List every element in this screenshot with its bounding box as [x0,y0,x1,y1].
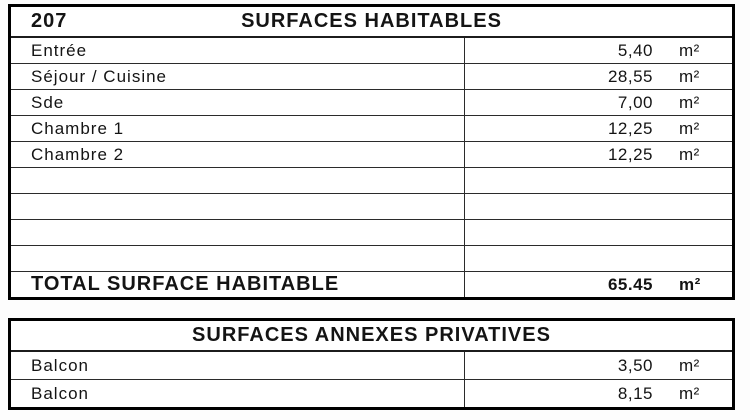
area-value: 5,40 [617,40,653,60]
table-row: Séjour / Cuisine 28,55 m² [11,64,732,90]
room-label: Chambre 1 [11,116,465,141]
table-body: Entrée 5,40 m² Séjour / Cuisine 28,55 m²… [11,38,732,297]
table-row: Entrée 5,40 m² [11,38,732,64]
area-value: 3,50 [617,355,653,375]
table-row-empty [11,168,732,194]
table-row-empty [11,220,732,246]
area-value-cell: 12,25 m² [465,116,732,141]
area-unit: m² [679,355,700,375]
area-value: 12,25 [607,118,653,138]
total-unit: m² [679,274,701,294]
table-row: Balcon 3,50 m² [11,352,732,380]
total-value: 65.45 [607,274,653,294]
total-row: TOTAL SURFACE HABITABLE 65.45 m² [11,272,732,297]
area-value-cell: 12,25 m² [465,142,732,167]
table-row: Balcon 8,15 m² [11,380,732,407]
room-label: Entrée [11,38,465,63]
unit-number: 207 [31,10,68,32]
area-value-cell [465,194,732,219]
room-label [11,246,465,271]
table-row-empty [11,194,732,220]
room-label: Balcon [11,352,465,379]
total-label: TOTAL SURFACE HABITABLE [11,272,465,297]
table-row: Chambre 1 12,25 m² [11,116,732,142]
table-body: Balcon 3,50 m² Balcon 8,15 m² [11,352,732,407]
area-value-cell: 3,50 m² [465,352,732,379]
surfaces-habitables-table: 207 SURFACES HABITABLES Entrée 5,40 m² S… [8,4,735,300]
table-title: SURFACES ANNEXES PRIVATIVES [192,324,551,346]
table-row: Sde 7,00 m² [11,90,732,116]
table-header: 207 SURFACES HABITABLES [11,7,732,38]
area-value: 8,15 [617,383,653,403]
area-unit: m² [679,144,700,164]
area-value-cell [465,220,732,245]
area-value-cell: 7,00 m² [465,90,732,115]
table-row: Chambre 2 12,25 m² [11,142,732,168]
room-label [11,168,465,193]
area-value-cell [465,168,732,193]
room-label: Balcon [11,380,465,407]
area-unit: m² [679,40,700,60]
area-unit: m² [679,92,700,112]
area-unit: m² [679,118,700,138]
table-header: SURFACES ANNEXES PRIVATIVES [11,321,732,352]
table-row-empty [11,246,732,272]
area-value: 7,00 [617,92,653,112]
room-label [11,194,465,219]
room-label: Chambre 2 [11,142,465,167]
total-value-cell: 65.45 m² [465,272,732,297]
room-label: Sde [11,90,465,115]
area-unit: m² [679,66,700,86]
area-value: 12,25 [607,144,653,164]
area-value: 28,55 [607,66,653,86]
room-label: Séjour / Cuisine [11,64,465,89]
area-value-cell: 28,55 m² [465,64,732,89]
room-label [11,220,465,245]
area-value-cell: 8,15 m² [465,380,732,407]
surfaces-annexes-table: SURFACES ANNEXES PRIVATIVES Balcon 3,50 … [8,318,735,410]
table-title: SURFACES HABITABLES [241,10,502,32]
area-unit: m² [679,383,700,403]
area-value-cell: 5,40 m² [465,38,732,63]
area-value-cell [465,246,732,271]
